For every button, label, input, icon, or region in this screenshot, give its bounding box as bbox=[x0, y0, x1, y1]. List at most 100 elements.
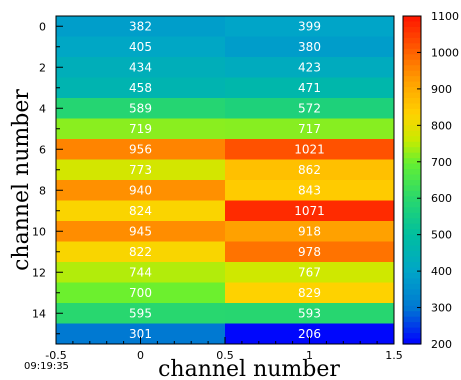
heatmap-cell bbox=[56, 200, 226, 222]
colorbar-segment bbox=[403, 98, 421, 105]
y-tick-label: 8 bbox=[39, 184, 46, 197]
colorbar-segment bbox=[403, 169, 421, 176]
heatmap-cell bbox=[225, 36, 395, 58]
heatmap-cell bbox=[225, 16, 395, 37]
colorbar-segment bbox=[403, 267, 421, 274]
colorbar-segment bbox=[403, 65, 421, 72]
y-tick-label: 12 bbox=[32, 266, 46, 279]
colorbar-segment bbox=[403, 147, 421, 154]
colorbar-tick-label: 500 bbox=[431, 229, 452, 242]
colorbar-segment bbox=[403, 316, 421, 323]
colorbar-segment bbox=[403, 152, 421, 159]
heatmap-cell bbox=[225, 323, 395, 345]
y-tick-label: 6 bbox=[39, 143, 46, 156]
heatmap-cell bbox=[56, 282, 226, 304]
colorbar-segment bbox=[403, 158, 421, 165]
x-axis-title: channel number bbox=[158, 357, 340, 380]
y-axis: 0 2 4 6 8 10 12 14 bbox=[32, 20, 63, 335]
colorbar-segment bbox=[403, 125, 421, 132]
colorbar-segment bbox=[403, 163, 421, 170]
heatmap-cell bbox=[225, 77, 395, 99]
colorbar-segment bbox=[403, 300, 421, 307]
heatmap-cell bbox=[56, 36, 226, 58]
colorbar-segment bbox=[403, 251, 421, 258]
cell-value-label: 767 bbox=[298, 265, 321, 279]
cell-value-label: 206 bbox=[298, 327, 321, 341]
x-tick-label: 1 bbox=[306, 349, 313, 362]
cell-value-label: 829 bbox=[298, 286, 321, 300]
colorbar-segment bbox=[403, 119, 421, 126]
heatmap-cell bbox=[56, 16, 226, 37]
heatmap-cell bbox=[56, 303, 226, 324]
y-tick-label: 2 bbox=[39, 61, 46, 74]
colorbar-segment bbox=[403, 322, 421, 329]
heatmap-cell bbox=[56, 180, 226, 201]
colorbar-segment bbox=[403, 54, 421, 61]
colorbar-segment bbox=[403, 278, 421, 285]
colorbar-segment bbox=[403, 338, 421, 345]
colorbar-segment bbox=[403, 311, 421, 318]
heatmap-cell bbox=[225, 221, 395, 242]
cell-value-label: 918 bbox=[298, 224, 321, 238]
colorbar-segment bbox=[403, 103, 421, 110]
colorbar-segment bbox=[403, 81, 421, 88]
colorbar-segment bbox=[403, 212, 421, 219]
cell-value-label: 945 bbox=[129, 224, 152, 238]
heatmap-cell bbox=[56, 241, 226, 263]
colorbar-tick-label: 1000 bbox=[431, 46, 459, 59]
cell-value-label: 773 bbox=[129, 163, 152, 177]
heatmap-cell bbox=[56, 98, 226, 119]
y-tick-label: 0 bbox=[39, 20, 46, 33]
cell-value-label: 593 bbox=[298, 306, 321, 320]
colorbar-tick-label: 700 bbox=[431, 156, 452, 169]
x-tick-label: 0 bbox=[137, 349, 144, 362]
heatmap-cell bbox=[225, 118, 395, 140]
heatmap-cell-labels: 382 399 405 380 434 423 458 471 589 572 719 717 956 1… bbox=[129, 19, 325, 341]
colorbar-segment bbox=[403, 185, 421, 192]
colorbar-segment bbox=[403, 59, 421, 66]
colorbar-segment bbox=[403, 43, 421, 50]
cell-value-label: 471 bbox=[298, 81, 321, 95]
heatmap-cells bbox=[56, 16, 395, 345]
colorbar-tick-label: 600 bbox=[431, 192, 452, 205]
cell-value-label: 717 bbox=[298, 122, 321, 136]
colorbar-segment bbox=[403, 218, 421, 225]
y-tick-label: 4 bbox=[39, 102, 46, 115]
heatmap-cell bbox=[56, 57, 226, 78]
cell-value-label: 940 bbox=[129, 183, 152, 197]
colorbar-tick-label: 400 bbox=[431, 265, 452, 278]
cell-value-label: 399 bbox=[298, 19, 321, 33]
colorbar-segment bbox=[403, 262, 421, 269]
heatmap-cell bbox=[225, 159, 395, 181]
cell-value-label: 301 bbox=[129, 327, 152, 341]
heatmap-cell bbox=[225, 303, 395, 324]
heatmap-cell bbox=[225, 139, 395, 160]
heatmap-cell bbox=[56, 77, 226, 99]
heatmap-cell bbox=[225, 57, 395, 78]
colorbar-segment bbox=[403, 333, 421, 340]
cell-value-label: 589 bbox=[129, 101, 152, 115]
cell-value-label: 572 bbox=[298, 101, 321, 115]
cell-value-label: 434 bbox=[129, 60, 152, 74]
colorbar-segment bbox=[403, 256, 421, 263]
heatmap-cell bbox=[56, 221, 226, 242]
colorbar-segment bbox=[403, 21, 421, 28]
cell-value-label: 719 bbox=[129, 122, 152, 136]
colorbar-segment bbox=[403, 272, 421, 279]
cell-value-label: 382 bbox=[129, 19, 152, 33]
colorbar-segment bbox=[403, 87, 421, 94]
colorbar-segment bbox=[403, 108, 421, 115]
colorbar-segment bbox=[403, 223, 421, 230]
cell-value-label: 405 bbox=[129, 40, 152, 54]
x-tick-label: 1.5 bbox=[385, 349, 403, 362]
colorbar-tick-label: 200 bbox=[431, 338, 452, 351]
colorbar-frame bbox=[402, 15, 422, 345]
colorbar-tick-label: 1100 bbox=[431, 10, 459, 23]
colorbar-tick-label: 800 bbox=[431, 119, 452, 132]
cell-value-label: 595 bbox=[129, 306, 152, 320]
x-tick-label: -0.5 bbox=[45, 349, 66, 362]
colorbar-segment bbox=[403, 136, 421, 143]
colorbar-segment bbox=[403, 32, 421, 39]
heatmap-cell bbox=[56, 118, 226, 140]
colorbar-segment bbox=[403, 141, 421, 148]
